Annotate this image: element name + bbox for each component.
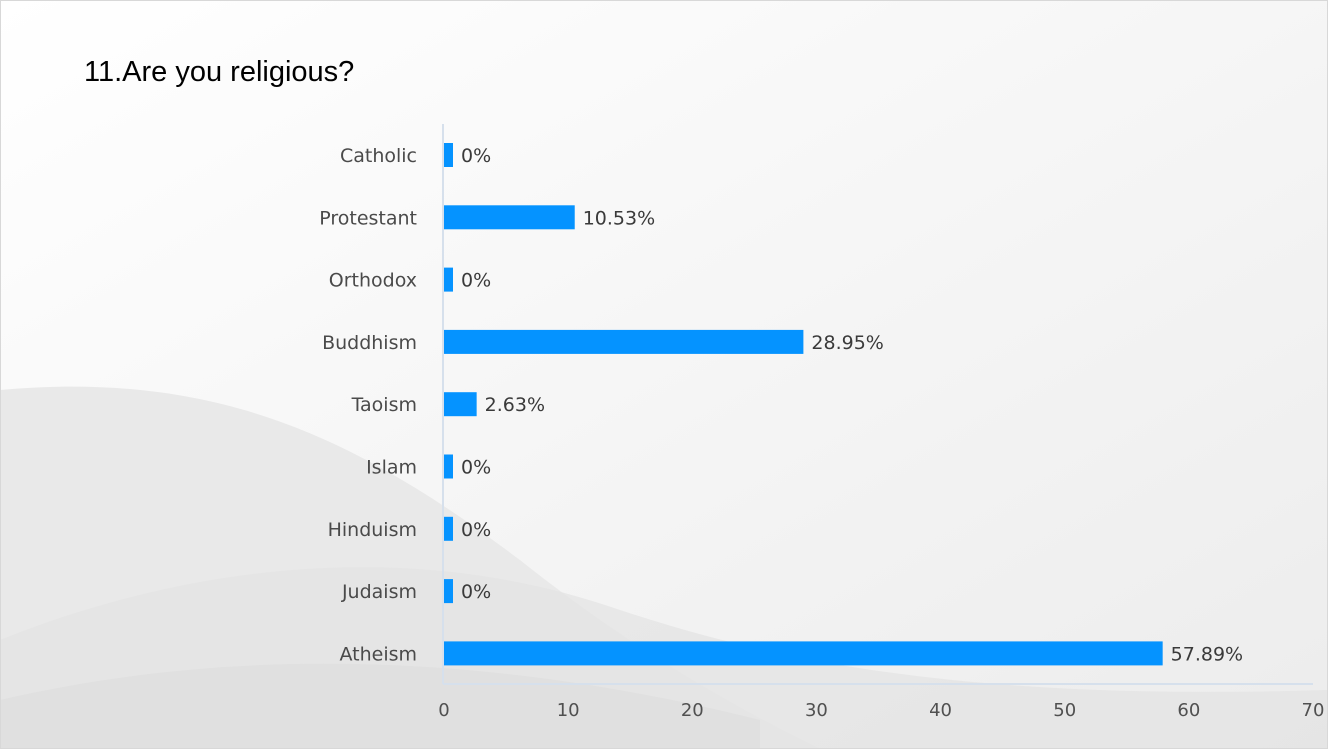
value-label: 0% bbox=[461, 581, 491, 603]
bar-orthodox bbox=[444, 267, 453, 292]
x-tick-label: 70 bbox=[1302, 700, 1325, 721]
x-tick-label: 50 bbox=[1053, 700, 1076, 721]
bar-judaism bbox=[444, 579, 453, 604]
value-label: 28.95% bbox=[811, 332, 883, 354]
value-labels: 0% 10.53% 0% 28.95% 2.63% 0% 0% 0% 57.89% bbox=[461, 145, 1243, 665]
category-labels: Catholic Protestant Orthodox Buddhism Taoism… bbox=[319, 145, 417, 665]
category-label: Catholic bbox=[340, 145, 417, 167]
value-label: 0% bbox=[461, 457, 491, 479]
category-label: Islam bbox=[366, 457, 417, 479]
value-label: 0% bbox=[461, 519, 491, 541]
category-label: Orthodox bbox=[329, 270, 417, 292]
category-label: Atheism bbox=[339, 643, 417, 665]
bar-protestant bbox=[444, 205, 575, 230]
category-label: Buddhism bbox=[322, 332, 417, 354]
x-tick-label: 10 bbox=[557, 700, 580, 721]
category-label: Taoism bbox=[351, 394, 417, 416]
category-label: Protestant bbox=[319, 207, 417, 229]
category-label: Judaism bbox=[341, 581, 417, 603]
category-label: Hinduism bbox=[328, 519, 417, 541]
bar-taoism bbox=[444, 392, 477, 417]
x-tick-labels: 0 10 20 30 40 50 60 70 bbox=[438, 700, 1324, 721]
x-tick-label: 0 bbox=[438, 700, 449, 721]
bar-buddhism bbox=[444, 329, 804, 354]
x-tick-label: 40 bbox=[929, 700, 952, 721]
value-label: 0% bbox=[461, 145, 491, 167]
chart-bars bbox=[444, 143, 1163, 666]
value-label: 10.53% bbox=[583, 207, 655, 229]
chart-axes bbox=[442, 124, 1313, 685]
bar-atheism bbox=[444, 641, 1163, 666]
x-tick-label: 60 bbox=[1177, 700, 1200, 721]
value-label: 0% bbox=[461, 270, 491, 292]
value-label: 57.89% bbox=[1171, 643, 1243, 665]
page-title: 11.Are you religious? bbox=[84, 56, 355, 88]
value-label: 2.63% bbox=[485, 394, 545, 416]
bar-catholic bbox=[444, 143, 453, 167]
x-tick-label: 30 bbox=[805, 700, 828, 721]
x-tick-label: 20 bbox=[681, 700, 704, 721]
bar-islam bbox=[444, 454, 453, 479]
bar-hinduism bbox=[444, 516, 453, 541]
